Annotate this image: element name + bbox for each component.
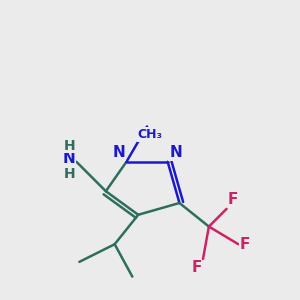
Text: F: F bbox=[191, 260, 202, 275]
Text: F: F bbox=[240, 237, 250, 252]
Text: H: H bbox=[63, 139, 75, 153]
Text: N: N bbox=[62, 151, 75, 166]
Text: H: H bbox=[63, 167, 75, 181]
Text: F: F bbox=[228, 192, 238, 207]
Text: CH₃: CH₃ bbox=[137, 128, 163, 141]
Text: N: N bbox=[169, 145, 182, 160]
Text: N: N bbox=[112, 145, 125, 160]
